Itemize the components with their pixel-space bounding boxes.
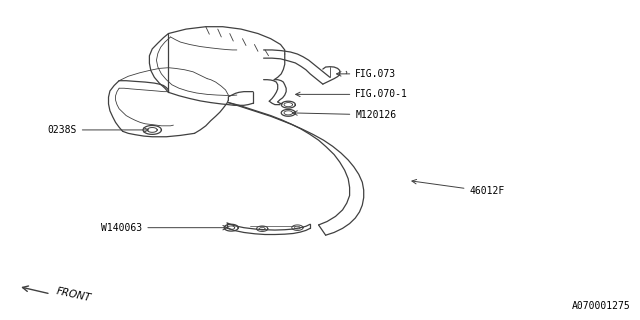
Text: FIG.073: FIG.073: [337, 69, 396, 79]
Text: 46012F: 46012F: [412, 180, 505, 196]
Text: 0238S: 0238S: [47, 125, 148, 135]
Text: M120126: M120126: [293, 110, 396, 120]
Text: FRONT: FRONT: [56, 286, 92, 304]
Text: A070001275: A070001275: [572, 301, 631, 311]
Text: FIG.070-1: FIG.070-1: [296, 89, 408, 100]
Text: W140063: W140063: [101, 223, 227, 233]
